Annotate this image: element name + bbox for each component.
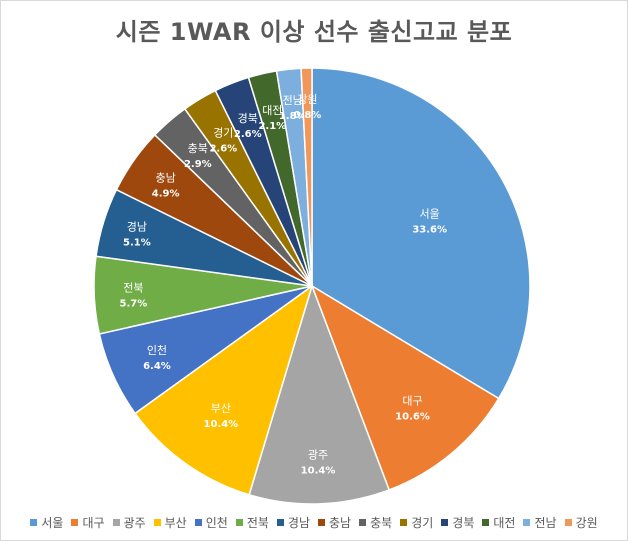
legend-item-전북: 전북	[235, 514, 269, 531]
slice-value-대전: 2.1%	[258, 121, 286, 132]
legend-label: 부산	[164, 516, 187, 530]
legend-item-경남: 경남	[276, 514, 310, 531]
slice-value-인천: 6.4%	[143, 361, 171, 372]
slice-label-서울: 서울	[420, 208, 440, 221]
legend-item-경기: 경기	[400, 514, 433, 531]
legend-label: 전북	[246, 516, 269, 530]
legend-item-강원: 강원	[564, 514, 598, 531]
legend-swatch	[441, 519, 449, 526]
legend-label: 경남	[287, 516, 310, 530]
legend-item-경북: 경북	[441, 514, 474, 531]
slice-value-경남: 5.1%	[123, 237, 151, 248]
slice-value-부산: 10.4%	[204, 419, 239, 430]
slice-label-충남: 충남	[156, 171, 176, 184]
slice-label-전남: 전남	[283, 94, 303, 107]
legend: 서울 대구 광주 부산 인천 전북 경남 충남 충북 경기 경북 대전 전남 강원	[0, 514, 628, 531]
pie-slice-부산	[134, 284, 314, 496]
slice-label-광주: 광주	[308, 448, 328, 461]
legend-label: 강원	[575, 516, 598, 530]
slice-label-경북: 경북	[238, 112, 258, 125]
slice-label-전북: 전북	[123, 282, 143, 295]
legend-swatch	[400, 519, 408, 526]
slice-value-충남: 4.9%	[152, 188, 180, 199]
slice-label-경남: 경남	[127, 220, 147, 233]
legend-swatch	[112, 519, 120, 526]
slice-value-충북: 2.9%	[184, 159, 212, 170]
legend-swatch	[153, 519, 161, 526]
legend-item-인천: 인천	[194, 514, 228, 531]
slice-value-경북: 2.6%	[234, 129, 262, 140]
legend-item-광주: 광주	[112, 514, 146, 531]
slice-value-강원: 0.8%	[294, 110, 322, 121]
legend-swatch	[482, 519, 490, 526]
slice-value-경기: 2.6%	[209, 143, 237, 154]
legend-swatch	[71, 519, 79, 526]
slice-label-인천: 인천	[147, 343, 167, 357]
legend-swatch	[523, 519, 531, 526]
legend-label: 서울	[41, 516, 64, 530]
slice-label-충북: 충북	[188, 142, 208, 155]
slice-label-강원: 강원	[297, 93, 317, 106]
legend-label: 충남	[329, 516, 352, 530]
legend-swatch	[30, 519, 38, 526]
legend-item-대구: 대구	[71, 514, 105, 531]
legend-swatch	[564, 519, 572, 526]
slice-label-부산: 부산	[211, 402, 231, 415]
slice-value-서울: 33.6%	[412, 225, 447, 236]
slice-value-대구: 10.6%	[395, 412, 430, 423]
pie-slice-광주	[248, 283, 391, 505]
legend-label: 충북	[370, 516, 393, 530]
legend-swatch	[318, 519, 325, 526]
legend-label: 인천	[205, 516, 228, 530]
legend-item-전남: 전남	[523, 514, 557, 531]
legend-item-충북: 충북	[359, 514, 392, 531]
legend-item-충남: 충남	[318, 514, 351, 531]
slice-label-대구: 대구	[402, 395, 422, 408]
chart-title: 시즌 1WAR 이상 선수 출신고교 분포	[115, 18, 513, 46]
slice-value-전남: 1.8%	[279, 111, 307, 122]
legend-label: 경북	[452, 516, 475, 530]
legend-label: 광주	[123, 516, 146, 530]
pie-slice-대구	[310, 284, 500, 491]
legend-swatch	[359, 519, 367, 526]
slice-label-경기: 경기	[213, 126, 233, 139]
legend-item-부산: 부산	[153, 514, 187, 531]
legend-swatch	[276, 519, 284, 526]
legend-label: 전남	[534, 516, 557, 530]
legend-item-서울: 서울	[30, 514, 63, 531]
legend-label: 대구	[82, 516, 105, 530]
slice-value-전북: 5.7%	[120, 299, 148, 310]
slice-label-대전: 대전	[262, 104, 282, 117]
legend-label: 대전	[493, 516, 516, 530]
pie-slice-서울	[311, 67, 531, 400]
pie-slice-강원	[300, 67, 313, 287]
slice-value-광주: 10.4%	[301, 465, 336, 476]
legend-label: 경기	[411, 516, 434, 530]
legend-item-대전: 대전	[482, 514, 515, 531]
legend-swatch	[235, 519, 243, 526]
legend-swatch	[194, 519, 202, 526]
